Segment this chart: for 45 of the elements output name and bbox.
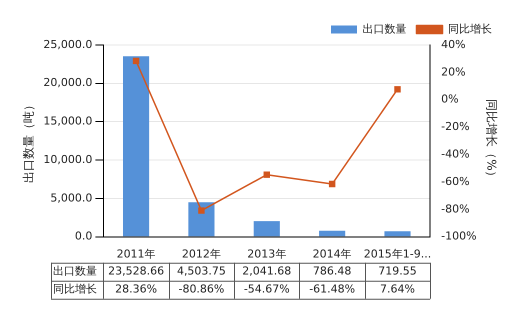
point [198, 207, 205, 214]
text: 出口数量 [53, 264, 97, 278]
y-axis-title: 出口数量（吨） [21, 98, 36, 183]
y2-tick-label: -100% [441, 230, 477, 243]
y-tick-label: 25,000.0 [43, 38, 92, 51]
x-tick-label: 2015年1-9... [364, 247, 432, 260]
x-tick-label: 2011年 [116, 247, 156, 260]
y-tick-label: 0.0 [74, 230, 92, 243]
legend-label: 同比增长 [448, 22, 492, 36]
y2-axis-title: 同比增长（%） [484, 99, 499, 183]
data-label: 2,041.68 [242, 264, 292, 278]
y2-tick-label: -20% [441, 120, 470, 134]
x-tick-label: 2014年 [312, 247, 352, 260]
data-label: -54.67% [244, 282, 290, 296]
data-label: 23,528.66 [108, 264, 164, 278]
bar [319, 230, 346, 236]
y2-tick-label: 0% [441, 92, 459, 106]
y-tick-label: 10,000.0 [43, 152, 92, 166]
legend-label: 出口数量 [362, 22, 406, 36]
point [264, 171, 270, 178]
y2-tick-label: 20% [441, 65, 466, 78]
y-tick-label: 20,000.0 [43, 76, 92, 90]
data-label: 719.55 [378, 264, 417, 278]
bar [254, 221, 280, 236]
data-label: -80.86% [178, 282, 224, 296]
data-label: 4,503.75 [176, 264, 226, 278]
x-tick-label: 2013年 [247, 247, 286, 260]
y2-tick-label: -60% [441, 174, 470, 188]
y2-tick-label: -80% [441, 202, 470, 216]
text: 同比增长 [53, 282, 97, 296]
y2-tick-label: -40% [441, 147, 470, 160]
y-tick-label: 15,000.0 [43, 114, 92, 128]
point [328, 180, 336, 188]
y2-tick-label: 40% [441, 38, 466, 51]
y-tick-label: 5,000.0 [50, 191, 92, 204]
data-label: 28.36% [115, 282, 158, 296]
data-label: 7.64% [380, 282, 415, 296]
bar [122, 56, 150, 236]
bar [188, 202, 214, 236]
bar [384, 231, 411, 236]
point [394, 86, 401, 93]
data-label: 786.48 [312, 264, 352, 278]
point [132, 58, 140, 64]
data-label: -61.48% [309, 282, 356, 296]
x-tick-label: 2012年 [182, 247, 221, 260]
